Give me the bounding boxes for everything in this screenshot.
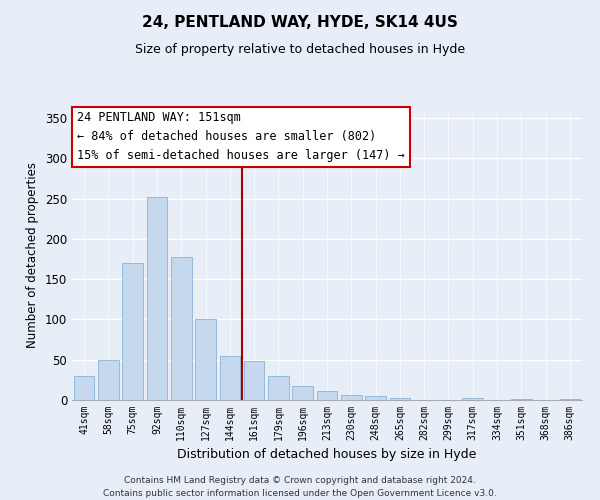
Bar (511, 399, 532, 400)
Text: 24, PENTLAND WAY, HYDE, SK14 4US: 24, PENTLAND WAY, HYDE, SK14 4US (142, 15, 458, 30)
Bar (268, 376, 289, 400)
Bar (560, 399, 580, 400)
Bar (341, 395, 362, 400)
Bar (292, 386, 313, 400)
Bar (195, 318, 216, 400)
Bar (98, 360, 119, 400)
Bar (74, 376, 94, 400)
Text: Contains HM Land Registry data © Crown copyright and database right 2024.
Contai: Contains HM Land Registry data © Crown c… (103, 476, 497, 498)
Y-axis label: Number of detached properties: Number of detached properties (26, 162, 40, 348)
Bar (220, 356, 240, 400)
Bar (244, 362, 265, 400)
Bar (146, 197, 167, 400)
Text: 24 PENTLAND WAY: 151sqm
← 84% of detached houses are smaller (802)
15% of semi-d: 24 PENTLAND WAY: 151sqm ← 84% of detache… (77, 112, 405, 162)
Bar (122, 263, 143, 400)
Text: Size of property relative to detached houses in Hyde: Size of property relative to detached ho… (135, 42, 465, 56)
Bar (171, 256, 191, 400)
Bar (463, 398, 483, 400)
Bar (365, 396, 386, 400)
X-axis label: Distribution of detached houses by size in Hyde: Distribution of detached houses by size … (178, 448, 476, 462)
Bar (389, 398, 410, 400)
Bar (317, 391, 337, 400)
